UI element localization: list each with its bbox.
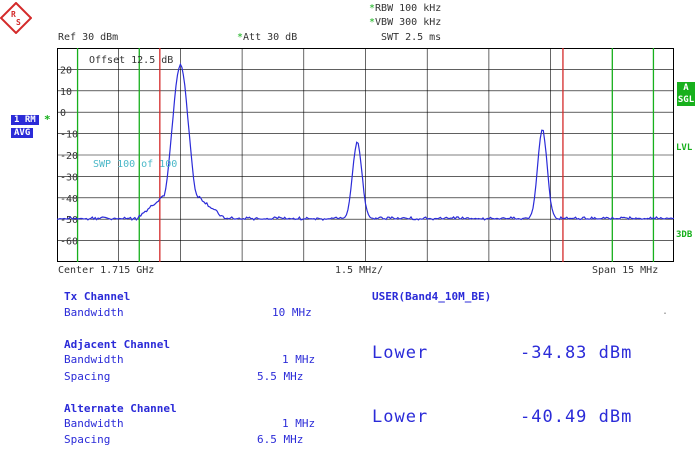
result-alternate-lower-value: -40.49 dBm [520,407,633,427]
frequency-per-division: 1.5 MHz/ [335,265,384,276]
y-tick-label: -10 [60,130,78,141]
offset-annotation: Offset 12.5 dB [89,55,173,66]
alternate-spacing-label: Spacing [64,433,111,446]
span: Span 15 MHz [592,265,659,276]
adjacent-spacing-label: Spacing [64,370,111,383]
dot-mark: . [662,306,669,317]
y-tick-label: -30 [60,172,78,183]
screen-a-badge: A SGL [677,82,695,106]
svg-text:S: S [16,18,21,27]
rs-logo: R S [0,2,32,34]
adjacent-bandwidth-label: Bandwidth [64,353,124,366]
y-tick-label: -60 [60,237,78,248]
svg-text:R: R [11,10,16,19]
result-lower-label: Lower [372,343,429,363]
sweep-count-annotation: SWP 100 of 100 [93,159,177,170]
y-tick-label: 10 [60,87,72,98]
trace-mode-badge: 1 RM [11,115,39,125]
y-tick-label: -40 [60,194,78,205]
y-tick-label: -20 [60,151,78,162]
y-tick-label: 20 [60,65,72,76]
adjacent-bandwidth-value: 1 MHz [282,353,316,366]
alternate-bandwidth-label: Bandwidth [64,417,124,430]
alternate-bandwidth-value: 1 MHz [282,417,316,430]
alternate-spacing-value: 6.5 MHz [257,433,304,446]
y-tick-label: 0 [60,108,66,119]
3db-badge: 3DB [676,230,693,240]
vbw-readout: *VBW 300 kHz [369,17,442,28]
lvl-badge: LVL [676,143,693,153]
tx-bandwidth-value: 10 MHz [272,306,312,319]
center-frequency: Center 1.715 GHz [58,265,155,276]
sweep-time: SWT 2.5 ms [381,32,442,43]
result-alternate-lower-label: Lower [372,407,429,427]
attenuation: *Att 30 dB [237,32,298,43]
alternate-channel-title: Alternate Channel [64,402,177,415]
tx-bandwidth-label: Bandwidth [64,306,124,319]
tx-channel-title: Tx Channel [64,290,131,303]
user-standard-title: USER(Band4_10M_BE) [372,290,492,303]
adjacent-spacing-value: 5.5 MHz [257,370,304,383]
ref-level: Ref 30 dBm [58,32,119,43]
y-tick-labels: 20 10 0 -10 -20 -30 -40 -50 -60 [60,65,78,247]
spectrum-trace [57,62,674,221]
trace-star-icon: * [44,113,51,126]
adjacent-channel-title: Adjacent Channel [64,338,170,351]
marker-lines [76,48,655,262]
rbw-readout: *RBW 100 kHz [369,3,442,14]
y-tick-label: -50 [60,215,78,226]
spectrum-plot: 20 10 0 -10 -20 -30 -40 -50 -60 Offset 12.5 dB S… [57,48,674,262]
result-lower-value: -34.83 dBm [520,343,633,363]
avg-badge: AVG [11,128,34,138]
